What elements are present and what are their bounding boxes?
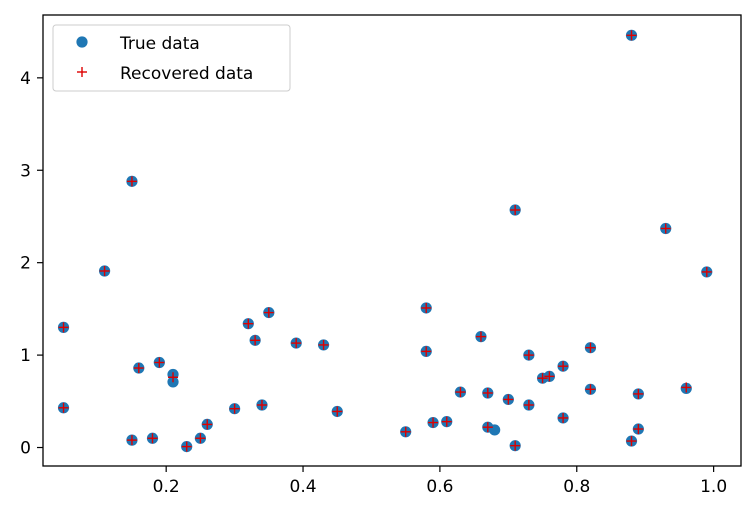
recovered-data-point	[250, 335, 261, 346]
y-tick-label: 3	[20, 161, 31, 181]
recovered-data-point	[475, 331, 486, 342]
recovered-data-point	[58, 322, 69, 333]
recovered-data-point	[318, 339, 329, 350]
recovered-data-point	[332, 406, 343, 417]
recovered-data-point	[510, 205, 521, 216]
recovered-data-point	[126, 176, 137, 187]
x-tick-label: 0.8	[563, 477, 590, 497]
plot-frame	[42, 14, 742, 467]
recovered-data-point	[681, 382, 692, 393]
x-tick-label: 1.0	[700, 477, 727, 497]
recovered-data-point	[202, 419, 213, 430]
recovered-data-point	[523, 350, 534, 361]
legend-recovered-data-label: Recovered data	[120, 64, 253, 84]
recovered-data-point	[421, 302, 432, 313]
recovered-data-point	[701, 266, 712, 277]
legend-true-data-marker	[76, 36, 88, 48]
axes: 0.2 0.4 0.6 0.8 1.0 0 1 2 3 4	[20, 69, 727, 497]
y-tick-label: 4	[20, 69, 31, 89]
recovered-data-point	[133, 363, 144, 374]
recovered-data-point	[168, 372, 179, 383]
recovered-data-point	[510, 440, 521, 451]
recovered-data-point	[154, 357, 165, 368]
recovered-data-point	[243, 318, 254, 329]
recovered-data-point	[503, 394, 514, 405]
legend: True data Recovered data	[52, 24, 291, 92]
recovered-data-point	[58, 402, 69, 413]
recovered-data-point	[660, 223, 671, 234]
recovered-data-point	[626, 436, 637, 447]
recovered-data-point	[291, 338, 302, 349]
recovered-data-point	[147, 433, 158, 444]
y-tick-label: 2	[20, 254, 31, 274]
recovered-data-point	[181, 441, 192, 452]
recovered-data-point	[626, 30, 637, 41]
recovered-data-point	[263, 307, 274, 318]
y-tick-label: 1	[20, 346, 31, 366]
x-tick-label: 0.6	[426, 477, 453, 497]
x-tick-label: 0.2	[153, 477, 180, 497]
recovered-data-point	[585, 384, 596, 395]
legend-recovered-data-marker	[77, 67, 87, 77]
recovered-data-point	[229, 403, 240, 414]
recovered-data-point	[421, 346, 432, 357]
recovered-data-point	[544, 371, 555, 382]
recovered-data-point	[523, 400, 534, 411]
legend-true-data-label: True data	[119, 34, 200, 54]
recovered-data-point	[558, 412, 569, 423]
recovered-data-point	[256, 400, 267, 411]
true-data-point	[489, 424, 501, 436]
recovered-data-point	[482, 387, 493, 398]
recovered-data-point	[441, 416, 452, 427]
recovered-data-point	[455, 387, 466, 398]
recovered-data-point	[585, 342, 596, 353]
recovered-data-point	[400, 426, 411, 437]
legend-box	[52, 24, 291, 92]
data-points	[57, 29, 713, 453]
recovered-data-point	[126, 435, 137, 446]
recovered-data-point	[482, 422, 493, 433]
recovered-data-point	[633, 424, 644, 435]
y-tick-label: 0	[20, 439, 31, 459]
recovered-data-point	[537, 373, 548, 384]
recovered-data-point	[633, 388, 644, 399]
recovered-data-point	[558, 361, 569, 372]
recovered-data-point	[428, 417, 439, 428]
recovered-data-point	[99, 265, 110, 276]
x-tick-label: 0.4	[290, 477, 317, 497]
recovered-data-point	[195, 433, 206, 444]
